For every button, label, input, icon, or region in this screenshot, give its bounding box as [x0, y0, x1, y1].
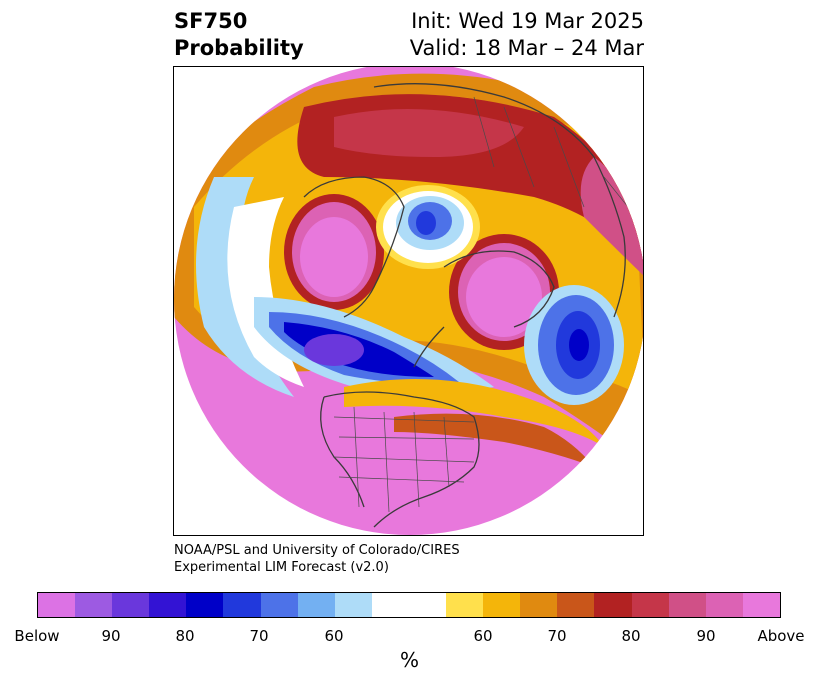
colorbar-tick-label: 90 [696, 627, 716, 645]
trough-purple-core [304, 334, 364, 366]
polar-deep-blue [416, 211, 436, 235]
colorbar-segment [186, 593, 224, 617]
central-ridge-core [466, 257, 542, 337]
title-variable: SF750 [174, 9, 248, 33]
colorbar-segment [371, 593, 447, 617]
colorbar-tick-label: Below [14, 627, 60, 645]
valid-range: Valid: 18 Mar – 24 Mar [409, 36, 644, 60]
credit-note: NOAA/PSL and University of Colorado/CIRE… [174, 542, 460, 576]
colorbar-segment [742, 593, 780, 617]
title-type: Probability [174, 36, 304, 60]
colorbar-tick-label: 60 [324, 627, 344, 645]
probability-map-svg [174, 67, 643, 535]
colorbar-segment [631, 593, 669, 617]
colorbar-tick-label: 60 [473, 627, 493, 645]
colorbar-tick-label: 80 [175, 627, 195, 645]
northern-crimson-core [334, 109, 524, 157]
colorbar-segment [483, 593, 521, 617]
western-white-arc [227, 197, 304, 387]
colorbar-segment [557, 593, 595, 617]
map-title: SF750 Probability [174, 8, 304, 62]
colorbar [37, 592, 781, 618]
colorbar-segment [149, 593, 187, 617]
colorbar-tick-label: 80 [621, 627, 641, 645]
colorbar-segment [112, 593, 150, 617]
colorbar-segment [223, 593, 261, 617]
colorbar-segment [38, 593, 76, 617]
colorbar-segment [334, 593, 372, 617]
political-borders [333, 96, 643, 513]
init-date: Init: Wed 19 Mar 2025 [411, 9, 644, 33]
colorbar-segment [520, 593, 558, 617]
credit-line-1: NOAA/PSL and University of Colorado/CIRE… [174, 543, 460, 558]
colorbar-segment [446, 593, 484, 617]
colorbar-units-label: % [399, 648, 419, 672]
credit-line-2: Experimental LIM Forecast (v2.0) [174, 560, 389, 575]
colorbar-tick-label: 70 [547, 627, 567, 645]
ne-pink-core [580, 157, 643, 277]
southern-orange-band [394, 413, 594, 467]
colorbar-segment [297, 593, 335, 617]
forecast-dates: Init: Wed 19 Mar 2025 Valid: 18 Mar – 24… [410, 8, 644, 62]
polar-map [173, 66, 644, 536]
colorbar-segment [668, 593, 706, 617]
colorbar-tick-label: Above [757, 627, 805, 645]
western-ridge-core [300, 217, 368, 297]
colorbar-segment [594, 593, 632, 617]
colorbar-tick-label: 90 [101, 627, 121, 645]
colorbar-tick-labels: Below 90 80 70 60 60 70 80 90 Above [0, 627, 819, 647]
colorbar-tick-label: 70 [249, 627, 269, 645]
coastlines [303, 83, 626, 528]
colorbar-segment [705, 593, 743, 617]
colorbar-segment [260, 593, 298, 617]
colorbar-segment [75, 593, 113, 617]
atlantic-core [569, 329, 589, 361]
